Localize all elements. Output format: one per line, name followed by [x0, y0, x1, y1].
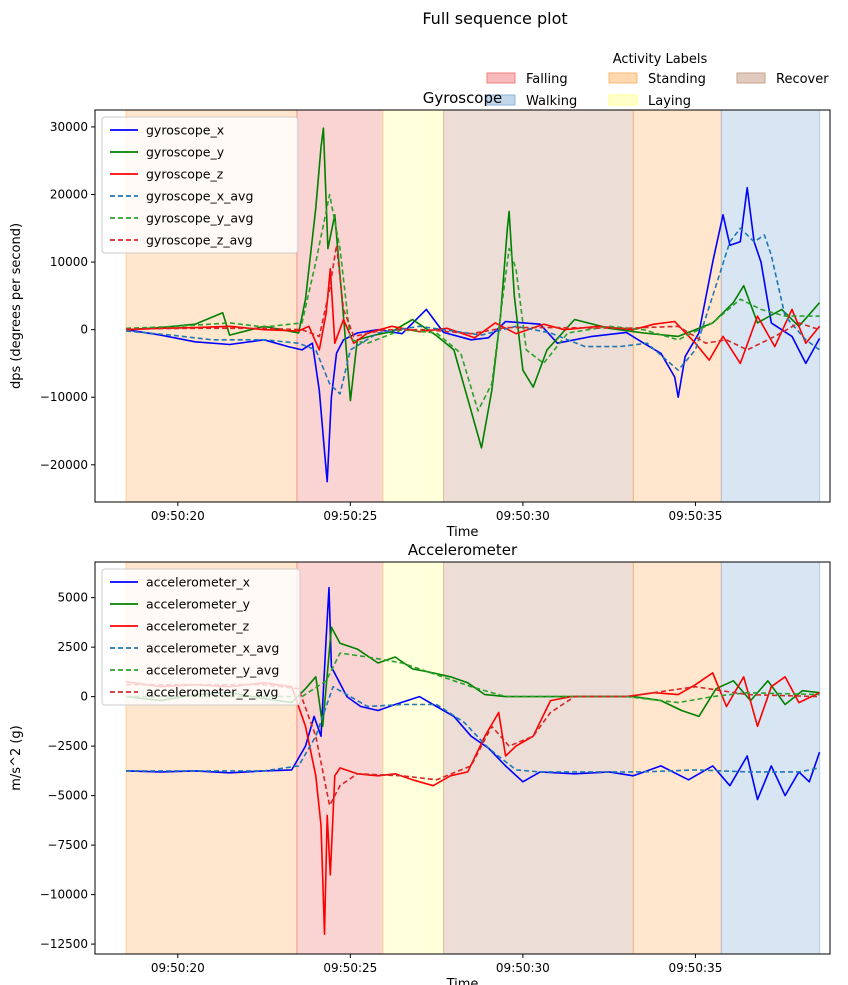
series-line-accelerometer-z-avg — [126, 683, 820, 807]
activity-span-walking — [720, 109, 821, 503]
plot-frame — [94, 561, 831, 955]
activity-swatch-standing — [608, 72, 638, 84]
x-tick-label: 09:50:30 — [496, 961, 550, 975]
activity-swatch-falling — [486, 72, 516, 84]
series-legend: gyroscope_x gyroscope_y gyroscope_zgyrosco… — [101, 116, 299, 254]
series-legend-label: accelerometer_x — [146, 575, 250, 590]
series-legend-label: accelerometer_y — [146, 597, 251, 612]
series-legend: accelerometer_x accelerometer_y accelerome… — [101, 568, 301, 706]
series-legend-label: accelerometer_z_avg — [146, 685, 278, 700]
activity-span-falling — [296, 561, 384, 955]
activity-spans — [125, 561, 821, 955]
figure-title: Full sequence plot — [422, 9, 567, 28]
activity-swatch-recover — [736, 72, 766, 84]
activity-span-walking — [720, 561, 821, 955]
activity-legend-label: Walking — [526, 94, 577, 109]
activity-span-standing — [632, 561, 722, 955]
series-line-gyroscope-x-avg — [126, 227, 821, 395]
activity-span-recover — [443, 561, 634, 955]
x-axis: 09:50:20 09:50:25 09:50:30 09:50:35 Time — [151, 502, 722, 540]
activity-legend-recover: Recover — [736, 72, 829, 87]
x-tick-label: 09:50:25 — [323, 509, 377, 523]
activity-legend-title: Activity Labels — [613, 52, 708, 67]
activity-legend-walking: Walking — [486, 94, 577, 109]
activity-span-laying — [382, 109, 445, 503]
panel-title: Accelerometer — [408, 541, 518, 559]
y-tick-label: −7500 — [47, 838, 88, 852]
y-tick-label: 2500 — [57, 640, 88, 654]
activity-legend-falling: Falling — [486, 72, 568, 87]
series-legend-label: accelerometer_y_avg — [146, 663, 279, 678]
x-tick-label: 09:50:35 — [668, 961, 722, 975]
y-tick-label: 5000 — [57, 591, 88, 605]
series-line-accelerometer-x-avg — [126, 685, 820, 773]
activity-spans — [125, 109, 821, 503]
series-legend-label: accelerometer_x_avg — [146, 641, 279, 656]
activity-legend-label: Recover — [776, 72, 829, 87]
y-tick-label: −2500 — [47, 739, 88, 753]
series-legend-label: gyroscope_z — [146, 167, 224, 182]
y-tick-label: 0 — [80, 323, 88, 337]
y-axis-label: m/s^2 (g) — [9, 725, 24, 791]
series-line-accelerometer-z — [125, 672, 820, 936]
gyroscope-panel: 09:50:20 09:50:25 09:50:30 09:50:35 Time −200… — [9, 89, 831, 540]
activity-legend-label: Laying — [648, 94, 691, 109]
y-tick-label: 0 — [80, 690, 88, 704]
y-tick-label: −10000 — [40, 390, 88, 404]
series-line-gyroscope-z-avg — [126, 244, 820, 351]
series-lines — [125, 127, 821, 483]
series-legend-label: gyroscope_x_avg — [146, 189, 253, 204]
activity-span-laying — [382, 561, 445, 955]
y-axis: −20000 −10000 0 10000 20000 30000 dps (degrees… — [9, 120, 95, 472]
x-axis-label: Time — [446, 977, 479, 985]
x-axis-label: Time — [446, 525, 479, 540]
x-axis: 09:50:20 09:50:25 09:50:30 09:50:35 Time — [151, 954, 722, 985]
series-legend-label: gyroscope_z_avg — [146, 233, 253, 248]
activity-span-standing — [632, 109, 722, 503]
plot-frame — [94, 109, 831, 503]
activity-legend-label: Falling — [526, 72, 568, 87]
series-line-gyroscope-y — [126, 127, 821, 449]
x-tick-label: 09:50:25 — [323, 961, 377, 975]
y-tick-label: −5000 — [47, 789, 88, 803]
y-axis-label: dps (degrees per second) — [9, 223, 24, 389]
panel-title: Gyroscope — [423, 89, 503, 107]
y-tick-label: −10000 — [40, 888, 88, 902]
accelerometer-panel: 09:50:20 09:50:25 09:50:30 09:50:35 Time −125… — [9, 541, 831, 985]
activity-legend: Activity Labels Falling Walking Standing La… — [486, 52, 829, 109]
x-tick-label: 09:50:30 — [496, 509, 550, 523]
y-tick-label: −12500 — [40, 937, 88, 951]
activity-span-recover — [443, 109, 634, 503]
activity-legend-standing: Standing — [608, 72, 706, 87]
activity-swatch-walking — [486, 94, 516, 106]
series-legend-label: accelerometer_z — [146, 619, 250, 634]
x-tick-label: 09:50:20 — [151, 509, 205, 523]
series-legend-label: gyroscope_x — [146, 123, 224, 138]
y-tick-label: 20000 — [50, 187, 88, 201]
x-tick-label: 09:50:20 — [151, 961, 205, 975]
series-line-gyroscope-z — [126, 267, 821, 365]
series-legend-box — [101, 568, 301, 706]
series-legend-label: gyroscope_y_avg — [146, 211, 253, 226]
series-legend-label: gyroscope_y — [146, 145, 225, 160]
x-tick-label: 09:50:35 — [668, 509, 722, 523]
series-line-gyroscope-y-avg — [126, 193, 820, 412]
y-tick-label: −20000 — [40, 458, 88, 472]
y-axis: −12500 −10000 −7500 −5000 −2500 0 2500 5000 m/s^… — [9, 591, 95, 951]
y-tick-label: 30000 — [50, 120, 88, 134]
activity-span-falling — [296, 109, 384, 503]
series-legend-box — [101, 116, 299, 254]
activity-swatch-laying — [608, 94, 638, 106]
y-tick-label: 10000 — [50, 255, 88, 269]
series-line-gyroscope-x — [125, 186, 821, 483]
activity-legend-laying: Laying — [608, 94, 691, 109]
activity-legend-label: Standing — [648, 72, 706, 87]
